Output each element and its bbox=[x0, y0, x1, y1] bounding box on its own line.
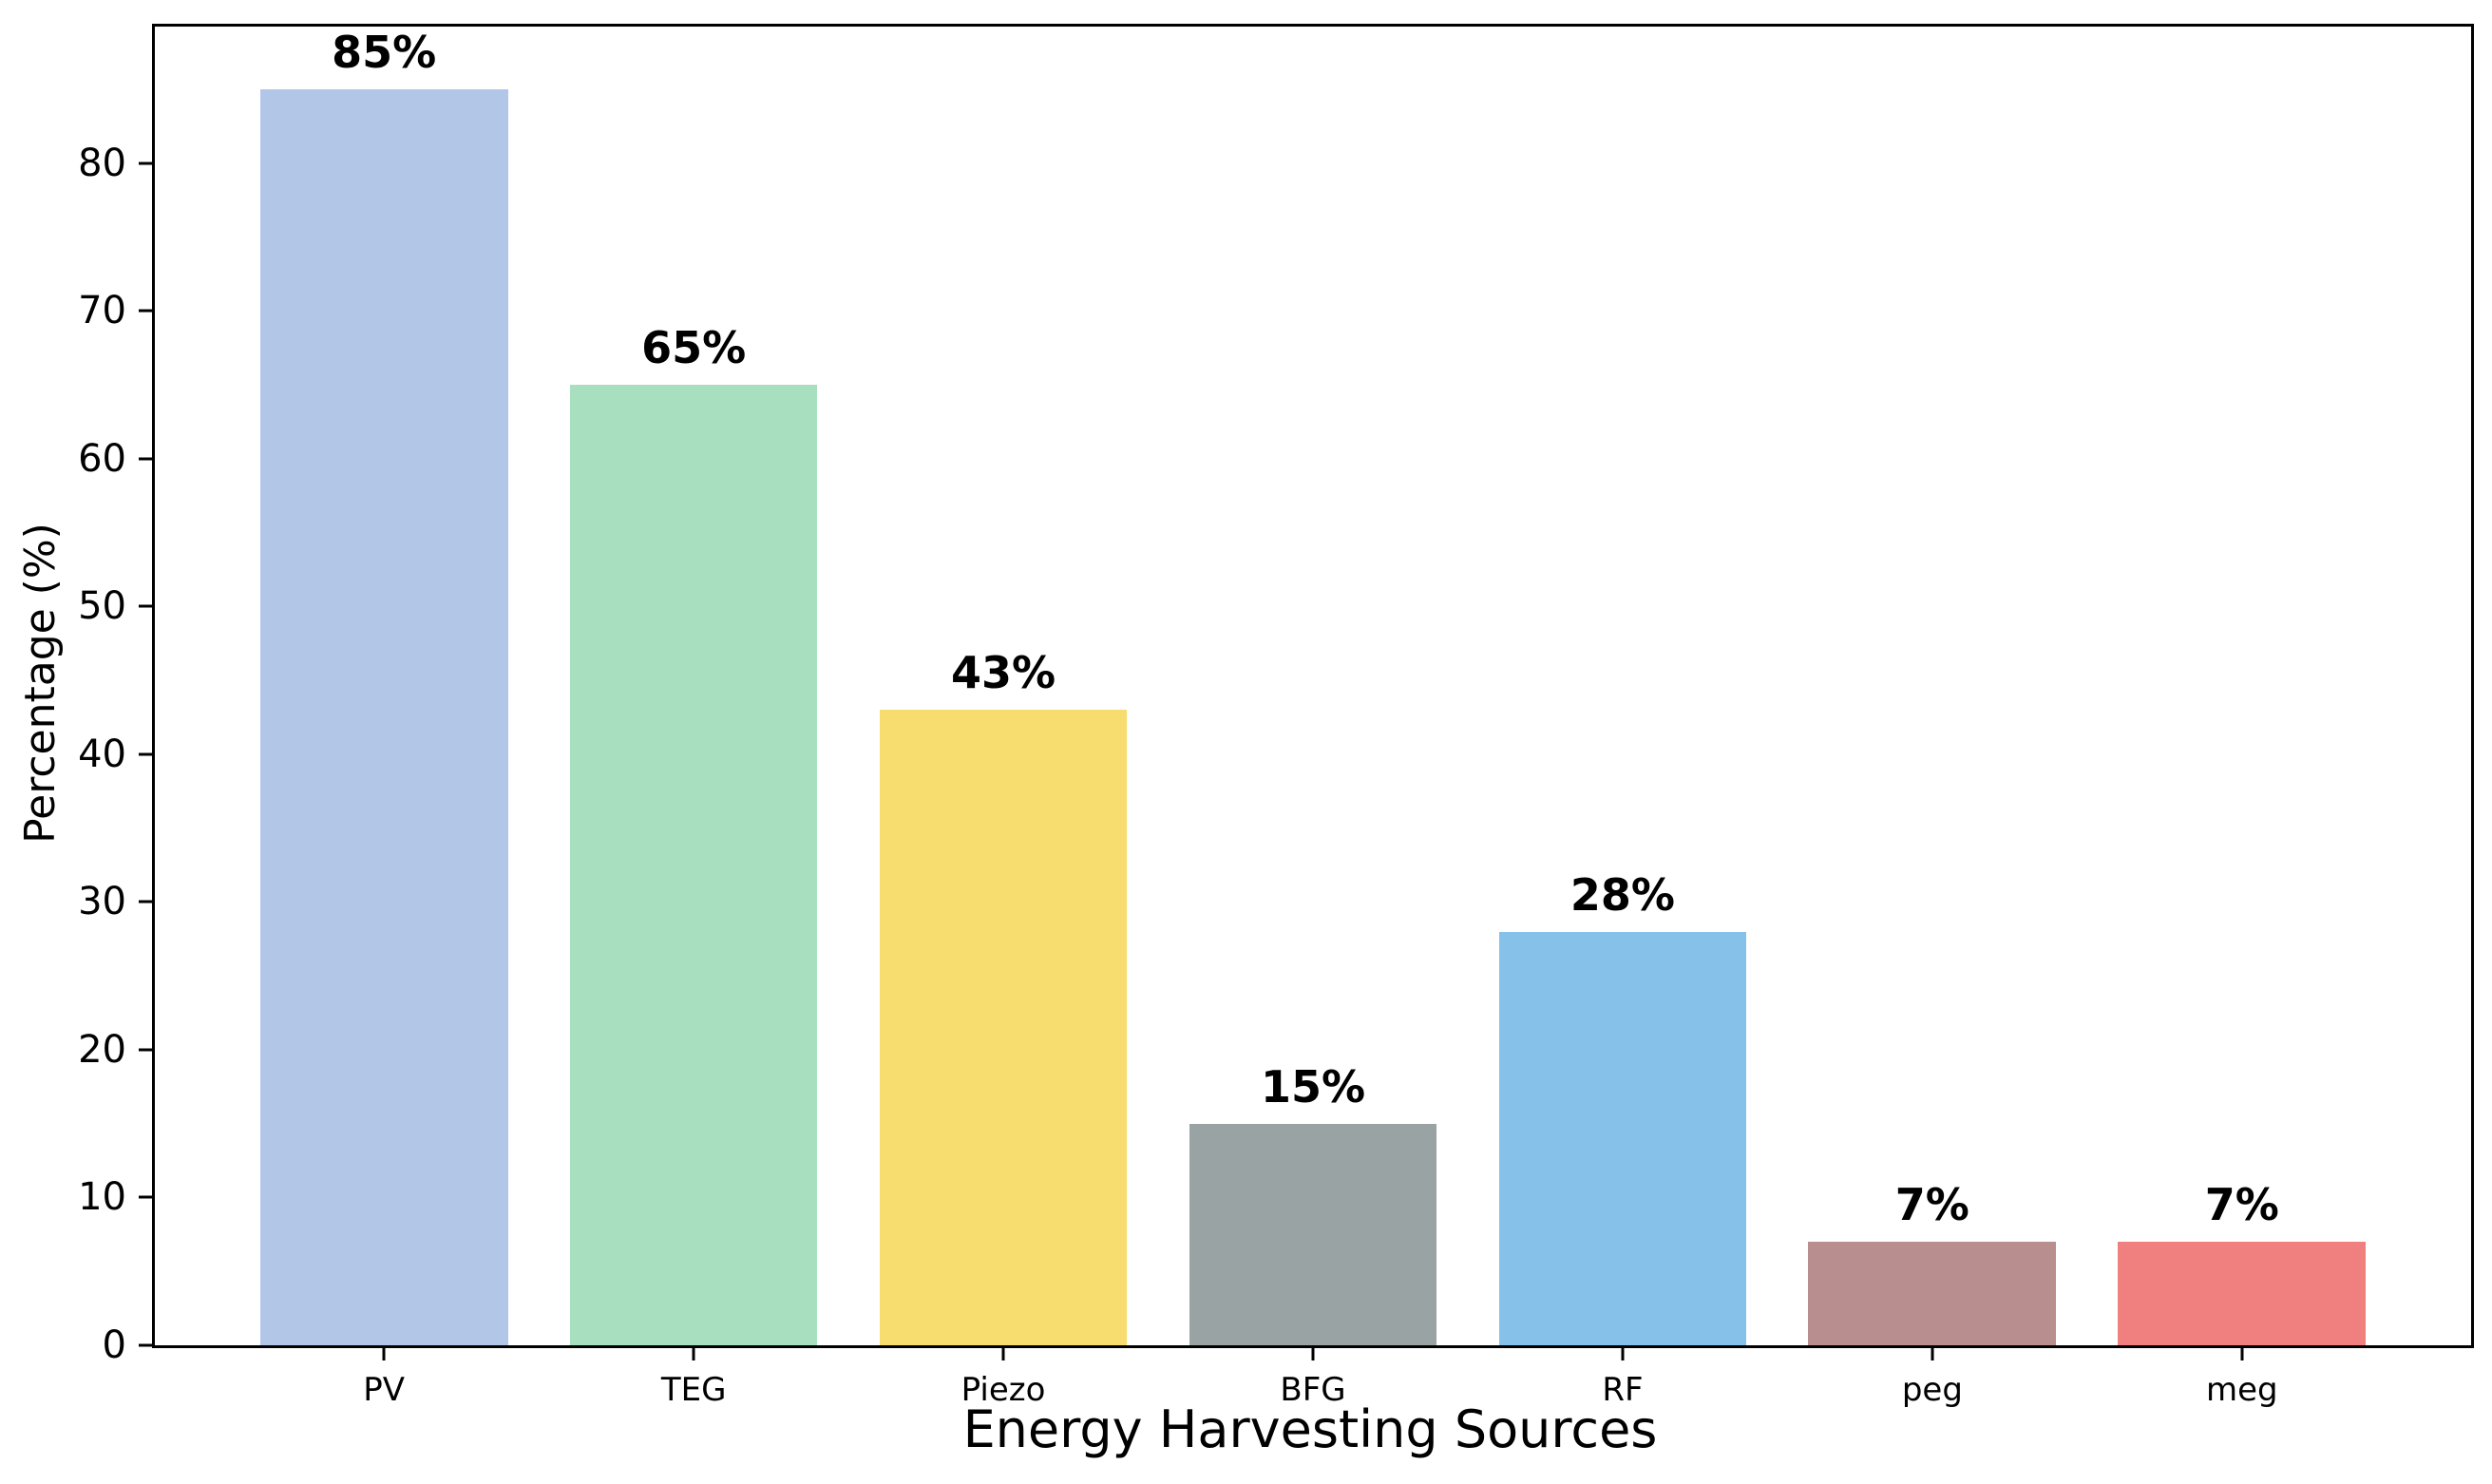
x-tick-mark bbox=[382, 1345, 386, 1360]
y-tick-label: 40 bbox=[78, 732, 126, 776]
bar-BFG bbox=[1189, 1123, 1437, 1345]
bar-Piezo bbox=[879, 710, 1128, 1345]
bar-value-label: 15% bbox=[1260, 1060, 1366, 1113]
x-tick-label: peg bbox=[1901, 1371, 1963, 1409]
bar-value-label: 7% bbox=[1894, 1179, 1969, 1231]
bar-value-label: 65% bbox=[641, 322, 747, 374]
y-tick-mark bbox=[139, 752, 155, 756]
y-tick-label: 50 bbox=[78, 584, 126, 629]
x-tick-mark bbox=[1001, 1345, 1005, 1360]
y-tick-label: 70 bbox=[78, 289, 126, 333]
bar-value-label: 43% bbox=[951, 647, 1056, 699]
x-tick-label: meg bbox=[2205, 1371, 2278, 1409]
bar-peg bbox=[1808, 1242, 2057, 1345]
bar-TEG bbox=[569, 385, 818, 1345]
bar-meg bbox=[2118, 1242, 2367, 1345]
y-tick-mark bbox=[139, 1195, 155, 1199]
y-tick-mark bbox=[139, 162, 155, 165]
y-axis-label: Percentage (%) bbox=[16, 523, 65, 844]
y-tick-mark bbox=[139, 900, 155, 904]
y-tick-label: 60 bbox=[78, 436, 126, 481]
y-tick-label: 30 bbox=[78, 880, 126, 924]
x-axis-label: Energy Harvesting Sources bbox=[962, 1399, 1658, 1459]
y-tick-mark bbox=[139, 309, 155, 313]
x-tick-mark bbox=[1621, 1345, 1625, 1360]
x-tick-mark bbox=[1931, 1345, 1934, 1360]
bar-PV bbox=[259, 89, 508, 1345]
x-tick-mark bbox=[692, 1345, 695, 1360]
bar-value-label: 85% bbox=[332, 27, 437, 79]
y-tick-mark bbox=[139, 1343, 155, 1347]
x-tick-mark bbox=[1311, 1345, 1315, 1360]
x-tick-label: BFG bbox=[1280, 1371, 1346, 1409]
bar-value-label: 28% bbox=[1569, 868, 1675, 921]
y-axis-label-wrap: Percentage (%) bbox=[0, 24, 82, 1342]
bar-value-label: 7% bbox=[2204, 1179, 2279, 1231]
y-tick-mark bbox=[139, 457, 155, 461]
x-tick-mark bbox=[2240, 1345, 2244, 1360]
y-tick-label: 80 bbox=[78, 141, 126, 185]
x-tick-label: RF bbox=[1602, 1371, 1644, 1409]
bar-RF bbox=[1498, 931, 1747, 1345]
y-tick-mark bbox=[139, 1048, 155, 1052]
y-tick-mark bbox=[139, 604, 155, 608]
x-tick-label: Piezo bbox=[961, 1371, 1046, 1409]
plot-area: 85% PV 65% TEG 43% Piezo 15% BFG 28% RF 7% peg 7% meg… bbox=[78, 24, 2474, 1406]
y-tick-label: 10 bbox=[78, 1175, 126, 1220]
y-tick-label: 0 bbox=[102, 1323, 126, 1367]
y-tick-label: 20 bbox=[78, 1027, 126, 1072]
x-tick-label: PV bbox=[363, 1371, 406, 1409]
x-tick-label: TEG bbox=[660, 1371, 727, 1409]
